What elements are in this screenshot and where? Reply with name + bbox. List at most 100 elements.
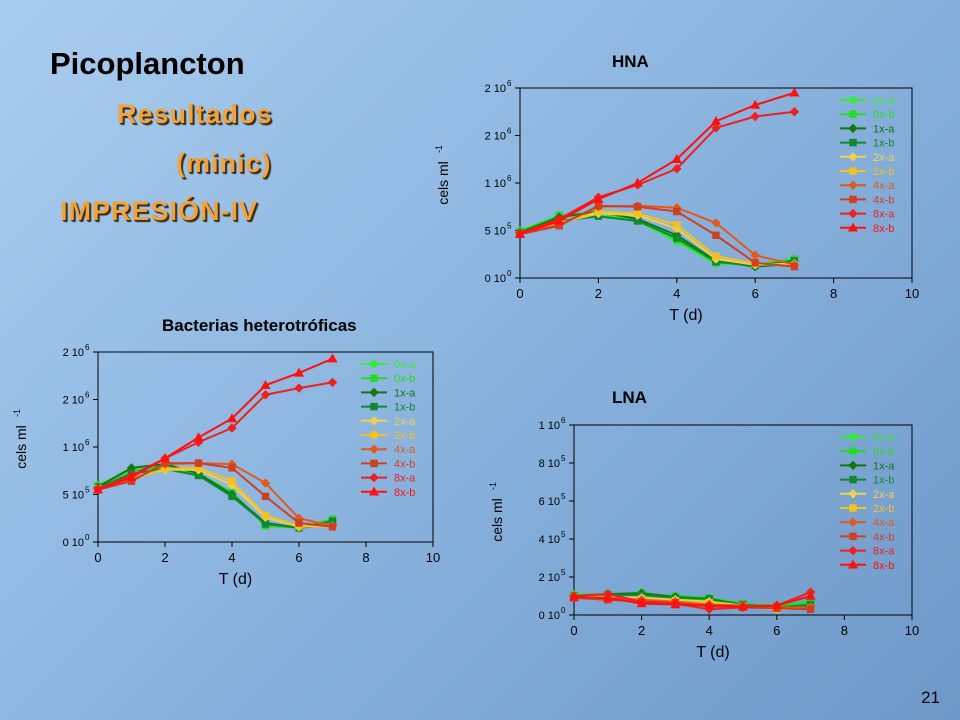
data-point-8x-b <box>704 600 715 610</box>
legend-marker <box>849 433 857 441</box>
y-tick-label: 2 10 <box>539 572 560 584</box>
series-4x-b <box>516 202 799 271</box>
legend-marker <box>849 167 857 175</box>
data-point-8x-b <box>602 592 613 602</box>
x-tick-label: 4 <box>673 286 680 301</box>
legend-label: 1x-a <box>873 460 895 472</box>
y-tick-label: 4 10 <box>539 534 560 546</box>
legend-label: 0x-a <box>394 359 416 371</box>
data-point-8x-b <box>789 87 800 97</box>
legend-marker <box>847 222 859 232</box>
legend-label: 0x-b <box>394 373 415 385</box>
legend-marker <box>848 545 858 556</box>
legend-marker <box>370 459 378 468</box>
legend-label: 0x-b <box>873 109 894 121</box>
y-tick-exponent: 0 <box>561 606 566 615</box>
legend-marker <box>368 486 380 496</box>
legend-marker <box>848 208 858 219</box>
legend-label: 1x-b <box>873 138 894 150</box>
x-axis-label: T (d) <box>219 571 252 588</box>
x-tick-label: 2 <box>638 623 645 638</box>
data-point-4x-b <box>228 464 236 472</box>
legend-label: 4x-b <box>873 194 894 206</box>
subtitle-resultados: Resultados <box>117 99 273 129</box>
slide-title: Picoplancton <box>50 46 245 81</box>
x-tick-label: 0 <box>516 286 523 301</box>
data-point-8x-a <box>327 377 338 388</box>
data-point-4x-b <box>751 259 759 267</box>
x-tick-label: 0 <box>570 623 577 638</box>
series-8x-b <box>514 87 800 238</box>
y-axis-label-superscript: -1 <box>12 409 22 417</box>
y-tick-exponent: 5 <box>561 454 566 463</box>
legend-item-4x-b: 4x-b <box>361 458 415 470</box>
legend-marker <box>370 431 378 439</box>
data-point-8x-b <box>554 215 565 225</box>
legend-marker <box>370 402 378 411</box>
legend-item-1x-b: 1x-b <box>840 138 894 150</box>
x-tick-label: 6 <box>773 623 780 638</box>
legend-label: 2x-a <box>394 416 416 428</box>
series-8x-b <box>92 353 338 494</box>
y-tick-exponent: 6 <box>85 391 90 400</box>
data-point-8x-b <box>670 599 681 609</box>
data-point-8x-b <box>636 598 647 608</box>
data-point-8x-b <box>92 484 104 494</box>
legend-item-2x-b: 2x-b <box>840 503 894 515</box>
data-point-2x-b <box>261 511 270 520</box>
y-tick-label: 2 10 <box>485 83 506 95</box>
data-point-8x-a <box>672 164 682 174</box>
legend-item-8x-b: 8x-b <box>840 559 894 572</box>
legend-item-2x-a: 2x-a <box>361 416 416 428</box>
data-point-8x-b <box>126 472 137 482</box>
legend-label: 8x-a <box>873 209 895 221</box>
legend-label: 8x-b <box>394 487 415 499</box>
legend-label: 4x-a <box>394 444 416 456</box>
y-tick-exponent: 0 <box>85 533 90 542</box>
legend-marker <box>370 374 378 382</box>
legend-marker <box>849 138 857 147</box>
legend-marker <box>848 152 858 162</box>
data-point-8x-b <box>293 367 305 377</box>
data-point-8x-a <box>711 123 721 133</box>
data-point-8x-b <box>327 353 338 363</box>
legend-label: 4x-a <box>873 517 895 529</box>
y-tick-label: 2 10 <box>485 131 506 143</box>
legend-marker <box>369 416 379 426</box>
y-tick-label: 0 10 <box>63 537 84 549</box>
data-point-8x-a <box>789 107 800 117</box>
y-tick-label: 6 10 <box>539 496 560 508</box>
legend-label: 2x-a <box>873 489 895 501</box>
y-tick-exponent: 6 <box>561 416 566 425</box>
x-tick-label: 8 <box>830 286 837 301</box>
x-tick-label: 0 <box>94 550 101 565</box>
legend-item-8x-b: 8x-b <box>361 486 415 499</box>
legend-label: 8x-b <box>873 560 894 572</box>
y-tick-exponent: 5 <box>561 492 566 501</box>
y-tick-label: 5 10 <box>485 226 506 238</box>
legend-marker <box>848 180 858 190</box>
legend-marker <box>849 110 857 118</box>
legend-label: 2x-b <box>873 503 894 515</box>
legend-item-1x-b: 1x-b <box>361 402 415 414</box>
data-point-8x-b <box>750 99 761 109</box>
series-line-1x-b <box>519 215 795 267</box>
x-tick-label: 10 <box>905 623 919 638</box>
x-tick-label: 2 <box>595 286 602 301</box>
y-axis-label-superscript: -1 <box>488 482 498 490</box>
y-axis-label: cels ml <box>435 161 451 205</box>
data-point-4x-b <box>261 492 270 501</box>
y-tick-exponent: 6 <box>507 79 512 88</box>
legend-label: 8x-a <box>394 473 416 485</box>
series-line-8x-b <box>519 91 795 236</box>
data-point-8x-b <box>193 432 204 442</box>
data-point-8x-b <box>805 590 816 600</box>
y-tick-label: 1 10 <box>63 442 84 454</box>
series-line-8x-a <box>97 381 333 490</box>
data-point-8x-b <box>737 601 749 611</box>
legend-marker <box>848 460 858 471</box>
data-point-2x-b <box>228 477 236 485</box>
legend-item-8x-b: 8x-b <box>840 222 894 235</box>
